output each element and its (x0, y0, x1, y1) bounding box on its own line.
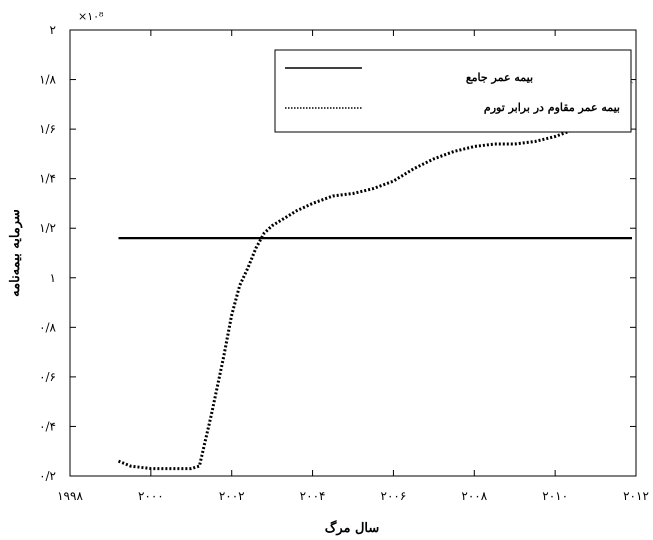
y-tick-label: ۰/۴ (39, 419, 56, 433)
y-exponent-label: ×۱۰⁸ (78, 10, 104, 23)
legend-label-whole-life: بیمه عمر جامع (466, 71, 533, 84)
y-tick-label: ۱/۸ (39, 73, 56, 87)
y-axis: ۰/۲ ۰/۴ ۰/۶ ۰/۸ ۱ ۱/۲ ۱/۴ ۱/۶ ۱/۸ ۲ (39, 23, 636, 483)
x-tick-label: ۲۰۰۲ (219, 489, 245, 503)
legend-label-inflation-resistant: بیمه عمر مقاوم در برابر تورم (484, 101, 620, 114)
y-tick-label: ۰/۲ (39, 469, 56, 483)
x-axis-label: سال مرگ (325, 519, 380, 536)
y-tick-label: ۲ (50, 23, 56, 37)
series-layer (117, 80, 634, 471)
x-tick-label: ۱۹۹۸ (57, 489, 83, 503)
x-tick-label: ۲۰۰۶ (381, 489, 407, 503)
y-tick-label: ۱/۴ (39, 172, 56, 186)
x-tick-label: ۲۰۱۲ (623, 489, 649, 503)
series-line-inflation-resistant (117, 80, 634, 471)
legend: بیمه عمر جامع بیمه عمر مقاوم در برابر تو… (274, 49, 632, 133)
y-tick-label: ۰/۸ (39, 320, 56, 334)
y-tick-label: ۱/۲ (39, 221, 56, 235)
y-axis-label: سرمایه بیمه‌نامه (8, 209, 23, 297)
x-tick-label: ۲۰۰۰ (138, 489, 164, 503)
x-axis: ۱۹۹۸ ۲۰۰۰ ۲۰۰۲ ۲۰۰۴ ۲۰۰۶ ۲۰۰۸ ۲۰۱۰ ۲۰۱۲ (57, 30, 649, 503)
y-tick-label: ۱/۶ (39, 122, 56, 136)
legend-box (274, 49, 632, 133)
x-tick-label: ۲۰۰۸ (461, 489, 487, 503)
y-tick-label: ۰/۶ (39, 370, 56, 384)
y-tick-label: ۱ (50, 271, 56, 285)
x-tick-label: ۲۰۰۴ (300, 489, 326, 503)
x-tick-label: ۲۰۱۰ (542, 489, 568, 503)
